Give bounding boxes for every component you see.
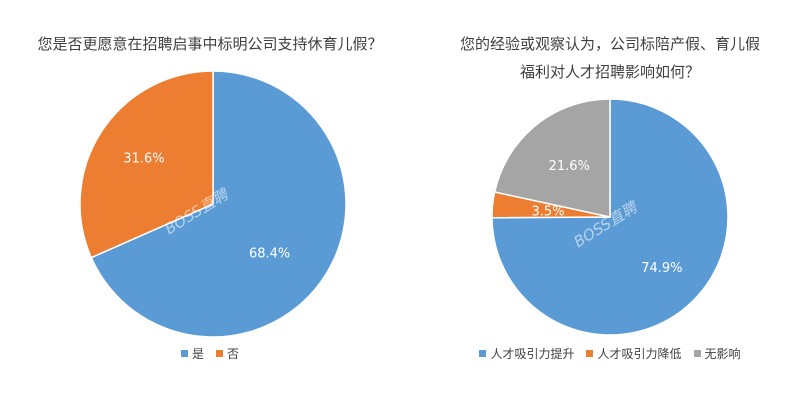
- chart-title: 您的经验或观察认为，公司标陪产假、育儿假福利对人才招聘影响如何？: [460, 35, 761, 81]
- legend-label: 人才吸引力提升: [490, 347, 575, 361]
- chart-title: 您是否更愿意在招聘启事中标明公司支持休育儿假？: [37, 35, 383, 53]
- pie-slice-3: [493, 98, 611, 218]
- legend-item: 人才吸引力降低: [586, 345, 682, 362]
- data-label: 3.5%: [532, 205, 565, 220]
- pie-chart-left: 您是否更愿意在招聘启事中标明公司支持休育儿假？ 68.4% 31.6% BOSS直聘…: [0, 35, 420, 362]
- legend: 人才吸引力提升 人才吸引力降低 无影响: [420, 345, 800, 362]
- pie-slice-1: [491, 98, 729, 336]
- legend-swatch: [586, 350, 594, 357]
- legend-label: 否: [227, 347, 240, 361]
- pie-chart-right: 您的经验或观察认为，公司标陪产假、育儿假福利对人才招聘影响如何？ 74.9% 3.…: [420, 0, 800, 416]
- data-label: 74.9%: [641, 261, 682, 276]
- data-label: 68.4%: [249, 247, 290, 262]
- pie-plot-area: 74.9%3.5%21.6%BOSS直聘: [491, 98, 729, 336]
- legend-swatch: [216, 350, 223, 357]
- legend-label: 是: [191, 347, 204, 361]
- legend-swatch: [479, 350, 487, 357]
- legend-label: 无影响: [704, 347, 741, 361]
- legend-swatch: [693, 350, 701, 357]
- legend-item: 是: [180, 345, 204, 362]
- legend-item: 人才吸引力提升: [479, 345, 574, 362]
- data-label: 31.6%: [123, 151, 164, 166]
- legend-item: 无影响: [693, 345, 741, 362]
- legend: 是否: [0, 345, 420, 362]
- legend-item: 否: [216, 345, 239, 362]
- pie-slice-2: [79, 70, 214, 259]
- pie-slice-1: [90, 70, 347, 338]
- pie-plot-area: 68.4%31.6%BOSS直聘: [79, 70, 347, 338]
- data-label: 21.6%: [549, 159, 590, 174]
- legend-swatch: [180, 350, 188, 357]
- legend-label: 人才吸引力降低: [597, 347, 682, 361]
